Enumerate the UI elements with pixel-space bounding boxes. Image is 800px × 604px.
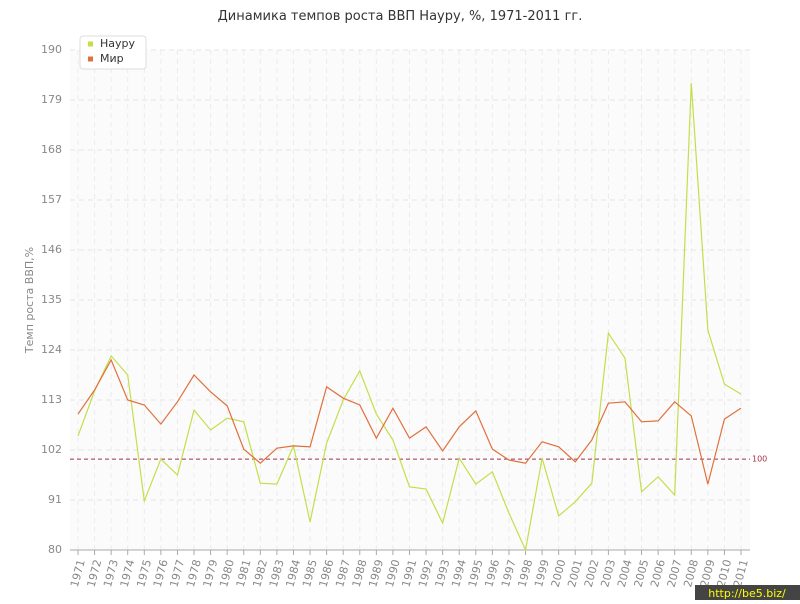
y-tick-label: 124 bbox=[41, 343, 62, 356]
y-tick-label: 157 bbox=[41, 193, 62, 206]
legend-label: Науру bbox=[100, 37, 136, 50]
x-tick-label: 2011 bbox=[731, 558, 751, 588]
watermark: http://be5.biz/ bbox=[708, 587, 786, 600]
y-tick-label: 146 bbox=[41, 243, 62, 256]
y-tick-label: 135 bbox=[41, 293, 62, 306]
legend-box bbox=[79, 35, 147, 70]
legend: Науру Мир bbox=[79, 35, 147, 70]
watermark-bg bbox=[695, 585, 800, 600]
series-line bbox=[77, 358, 742, 485]
y-axis-label: Темп роста ВВП,% bbox=[23, 247, 36, 354]
legend-label: Мир bbox=[100, 52, 124, 65]
y-tick-label: 80 bbox=[48, 543, 62, 556]
chart-title: Динамика темпов роста ВВП Науру, %, 1971… bbox=[218, 9, 583, 24]
y-tick-label: 168 bbox=[41, 143, 62, 156]
series-line bbox=[77, 83, 742, 553]
y-tick-label: 113 bbox=[41, 393, 62, 406]
y-tick-label: 91 bbox=[48, 493, 62, 506]
legend-swatch bbox=[88, 56, 93, 62]
reference-label: 100 bbox=[752, 455, 767, 464]
legend-swatch bbox=[88, 41, 93, 47]
y-tick-label: 179 bbox=[41, 93, 62, 106]
y-tick-label: 102 bbox=[41, 443, 62, 456]
y-tick-label: 190 bbox=[41, 43, 62, 56]
